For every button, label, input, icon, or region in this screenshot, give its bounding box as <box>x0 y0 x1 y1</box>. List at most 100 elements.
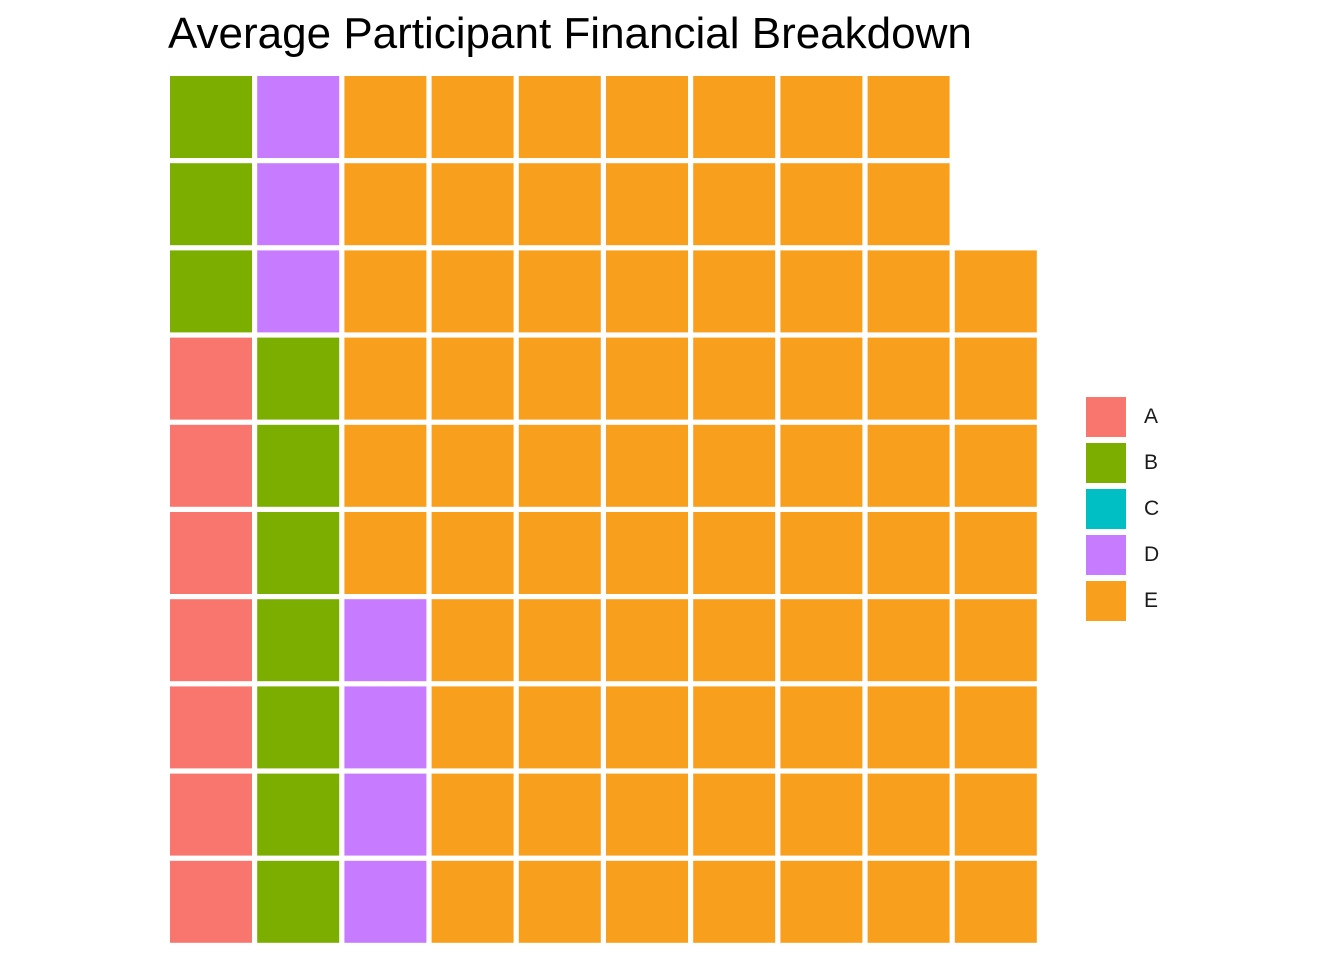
waffle-cell-e <box>431 337 514 420</box>
waffle-cell-e <box>431 250 514 333</box>
waffle-cell-b <box>257 686 340 769</box>
waffle-cell-e <box>431 76 514 158</box>
legend-key-a <box>1086 397 1126 437</box>
waffle-cell-e <box>606 512 688 594</box>
legend-key-e <box>1086 581 1126 621</box>
legend-key-b <box>1086 443 1126 483</box>
waffle-cell-e <box>867 337 950 420</box>
legend-item-e: E <box>1086 578 1159 624</box>
waffle-cell-e <box>431 773 514 856</box>
waffle-cell-e <box>954 773 1037 856</box>
waffle-cell-e <box>867 686 950 769</box>
waffle-cell-e <box>693 76 776 158</box>
waffle-cell-b <box>170 250 252 333</box>
waffle-cell-e <box>780 860 863 943</box>
legend-label: A <box>1144 405 1159 428</box>
waffle-cell-e <box>780 686 863 769</box>
waffle-cell-e <box>344 250 427 333</box>
waffle-cell-e <box>518 512 601 594</box>
waffle-cell-e <box>344 337 427 420</box>
waffle-cell-e <box>431 512 514 594</box>
waffle-cell-e <box>867 76 950 158</box>
legend-item-d: D <box>1086 532 1159 578</box>
waffle-cell-e <box>867 250 950 333</box>
waffle-cell-d <box>344 860 427 943</box>
waffle-cell-b <box>257 512 340 594</box>
legend-label: D <box>1144 543 1160 566</box>
waffle-cell-e <box>954 250 1037 333</box>
waffle-cell-b <box>170 163 252 246</box>
legend-item-b: B <box>1086 440 1159 486</box>
waffle-cell-e <box>518 686 601 769</box>
waffle-cell-e <box>344 163 427 246</box>
waffle-cell-e <box>431 599 514 682</box>
waffle-cell-e <box>693 337 776 420</box>
waffle-cell-e <box>780 512 863 594</box>
waffle-cell-e <box>606 424 688 507</box>
legend-item-a: A <box>1086 394 1159 440</box>
waffle-cell-e <box>954 424 1037 507</box>
waffle-cell-e <box>867 424 950 507</box>
waffle-cell-e <box>867 860 950 943</box>
waffle-cell-b <box>257 599 340 682</box>
waffle-cell-e <box>606 599 688 682</box>
legend-key-c <box>1086 489 1126 529</box>
waffle-cell-e <box>780 76 863 158</box>
waffle-cell-e <box>954 599 1037 682</box>
waffle-cell-b <box>257 860 340 943</box>
waffle-cell-e <box>780 773 863 856</box>
waffle-cell-e <box>431 686 514 769</box>
waffle-cell-e <box>693 512 776 594</box>
waffle-cell-d <box>344 599 427 682</box>
waffle-cell-d <box>257 250 340 333</box>
waffle-cell-b <box>257 773 340 856</box>
waffle-cell-a <box>170 337 252 420</box>
waffle-cell-e <box>518 250 601 333</box>
waffle-cell-a <box>170 512 252 594</box>
waffle-cell-e <box>780 599 863 682</box>
waffle-cell-e <box>693 424 776 507</box>
waffle-cell-e <box>344 424 427 507</box>
waffle-cell-a <box>170 686 252 769</box>
waffle-cell-d <box>257 163 340 246</box>
waffle-cell-e <box>867 163 950 246</box>
legend-label: C <box>1144 497 1160 520</box>
waffle-cell-e <box>780 163 863 246</box>
waffle-cell-e <box>431 163 514 246</box>
waffle-cell-e <box>606 250 688 333</box>
waffle-cell-e <box>518 773 601 856</box>
waffle-cell-e <box>606 686 688 769</box>
waffle-cell-e <box>344 76 427 158</box>
waffle-cell-e <box>344 512 427 594</box>
waffle-cell-e <box>693 686 776 769</box>
legend-key-d <box>1086 535 1126 575</box>
waffle-cell-b <box>257 337 340 420</box>
waffle-cell-a <box>170 599 252 682</box>
waffle-cell-e <box>606 860 688 943</box>
waffle-cell-e <box>693 250 776 333</box>
waffle-cell-e <box>780 337 863 420</box>
waffle-cell-e <box>518 424 601 507</box>
legend-label: E <box>1144 589 1159 612</box>
waffle-cell-b <box>257 424 340 507</box>
waffle-cell-e <box>518 860 601 943</box>
waffle-cell-a <box>170 424 252 507</box>
waffle-cell-e <box>693 599 776 682</box>
waffle-cell-e <box>431 860 514 943</box>
waffle-cell-b <box>170 76 252 158</box>
waffle-cell-e <box>693 163 776 246</box>
legend-item-c: C <box>1086 486 1159 532</box>
waffle-cell-e <box>606 773 688 856</box>
waffle-cell-a <box>170 773 252 856</box>
waffle-cell-e <box>518 163 601 246</box>
waffle-cell-e <box>431 424 514 507</box>
waffle-cell-e <box>954 686 1037 769</box>
waffle-cell-e <box>518 599 601 682</box>
waffle-cell-e <box>780 424 863 507</box>
legend-label: B <box>1144 451 1159 474</box>
waffle-cell-e <box>954 860 1037 943</box>
waffle-cell-e <box>867 599 950 682</box>
waffle-cell-e <box>606 163 688 246</box>
